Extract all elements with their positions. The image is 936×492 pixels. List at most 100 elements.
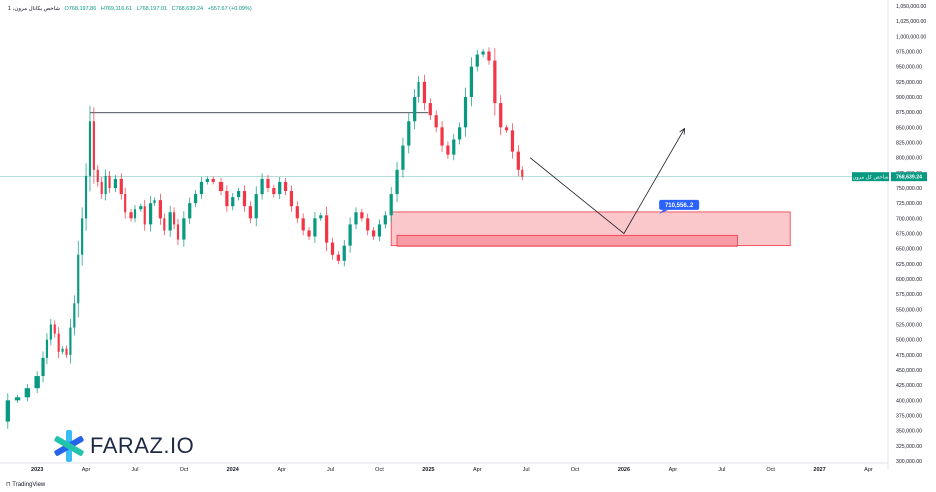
y-tick-label: 500,000.00 <box>896 338 922 344</box>
candle-body <box>61 348 64 352</box>
y-tick-label: 825,000.00 <box>896 141 922 147</box>
candle-body <box>278 181 282 195</box>
candle-body <box>113 178 118 188</box>
candle-body <box>81 218 84 255</box>
candle-body <box>446 145 450 155</box>
candle-body <box>266 178 270 188</box>
y-tick-label: 575,000.00 <box>896 292 922 298</box>
y-tick-label: 950,000.00 <box>896 65 922 71</box>
candle-body <box>218 181 224 192</box>
chart-header: شاخص یکانال مرون، 1 O768,197.86 H769,116… <box>8 6 252 12</box>
candle-body <box>65 348 68 355</box>
candle-body <box>475 54 479 67</box>
y-tick-label: 850,000.00 <box>896 125 922 131</box>
y-tick-label: 350,000.00 <box>896 429 922 435</box>
candle-body <box>283 181 288 192</box>
y-tick-label: 675,000.00 <box>896 232 922 238</box>
candle-body <box>34 376 40 389</box>
x-tick-label: 2027 <box>813 467 825 473</box>
candle-body <box>325 215 329 243</box>
projection-arrowhead <box>679 127 686 135</box>
candle-body <box>49 324 52 340</box>
y-tick-label: 800,000.00 <box>896 156 922 162</box>
x-tick-label: Jul <box>523 467 530 473</box>
y-tick-label: 425,000.00 <box>896 383 922 389</box>
candle-body <box>199 181 204 195</box>
candle-body <box>487 51 491 61</box>
x-tick-label: Apr <box>82 467 91 473</box>
last-price-label: 768,639.24 <box>896 175 922 181</box>
candle-body <box>260 178 264 195</box>
tradingview-logo-icon: ⊓ <box>6 482 13 488</box>
candle-body <box>504 127 509 131</box>
candle-body <box>301 218 305 231</box>
symbol-name-badge <box>852 172 889 182</box>
candle-body <box>401 145 405 170</box>
y-tick-label: 725,000.00 <box>896 201 922 207</box>
candle-body <box>237 191 241 198</box>
candle-body <box>211 178 215 182</box>
y-tick-label: 1,050,000.00 <box>896 4 926 10</box>
candle-body <box>100 181 103 195</box>
candle-body <box>440 127 444 146</box>
y-tick-label: 475,000.00 <box>896 353 922 359</box>
candle-body <box>319 215 323 219</box>
candle-body <box>88 121 92 176</box>
y-tick-label: 975,000.00 <box>896 50 922 56</box>
candle-body <box>188 203 192 219</box>
candle-body <box>57 333 60 352</box>
candle-body <box>493 60 497 104</box>
candle-body <box>330 242 335 255</box>
candle-body <box>516 151 520 170</box>
candle-body <box>342 245 346 261</box>
candle-body <box>173 212 176 225</box>
candle-body <box>407 121 411 146</box>
candle-body <box>225 191 229 207</box>
candle-body <box>24 388 31 398</box>
y-tick-label: 400,000.00 <box>896 398 922 404</box>
y-tick-label: 1,000,000.00 <box>896 34 926 40</box>
last-price-badge <box>891 172 927 182</box>
candle-body <box>73 303 76 328</box>
x-tick-label: 2024 <box>227 467 240 473</box>
tradingview-label: TradingView <box>12 482 46 488</box>
y-tick-label: 900,000.00 <box>896 95 922 101</box>
candle-body <box>313 218 317 237</box>
x-tick-label: Jul <box>327 467 334 473</box>
y-tick-label: 700,000.00 <box>896 216 922 222</box>
candle-body <box>248 206 252 219</box>
y-tick-label: 650,000.00 <box>896 247 922 253</box>
candle-body <box>434 115 438 128</box>
y-tick-label: 375,000.00 <box>896 414 922 420</box>
candle-body <box>158 200 163 219</box>
candle-body <box>168 212 172 231</box>
candle-body <box>176 224 180 240</box>
candle-body <box>458 127 462 140</box>
x-tick-label: Oct <box>180 467 189 473</box>
candle-body <box>77 254 80 304</box>
y-tick-label: 925,000.00 <box>896 80 922 86</box>
faraz-logo: FARAZ.IO <box>52 428 194 464</box>
candle-body <box>377 224 382 237</box>
demand-zone-inner <box>396 234 738 247</box>
candle-body <box>129 212 133 219</box>
candle-body <box>366 218 370 231</box>
candle-body <box>413 97 417 122</box>
candle-body <box>469 66 473 97</box>
candle-body <box>124 194 127 213</box>
candle-body <box>348 224 352 246</box>
y-tick-label: 300,000.00 <box>896 459 922 465</box>
candle-body <box>182 218 186 240</box>
candle-body <box>295 206 299 219</box>
low-value: L768,197.01 <box>136 6 168 12</box>
candle-body <box>163 218 166 231</box>
candle-body <box>242 191 247 207</box>
zone-tag-label: 710,556..2 <box>665 203 694 209</box>
x-tick-label: 2025 <box>422 467 434 473</box>
candle-body <box>521 169 524 177</box>
candle-body <box>193 194 198 204</box>
candle-body <box>5 400 10 422</box>
candle-body <box>383 215 387 225</box>
y-tick-label: 600,000.00 <box>896 277 922 283</box>
